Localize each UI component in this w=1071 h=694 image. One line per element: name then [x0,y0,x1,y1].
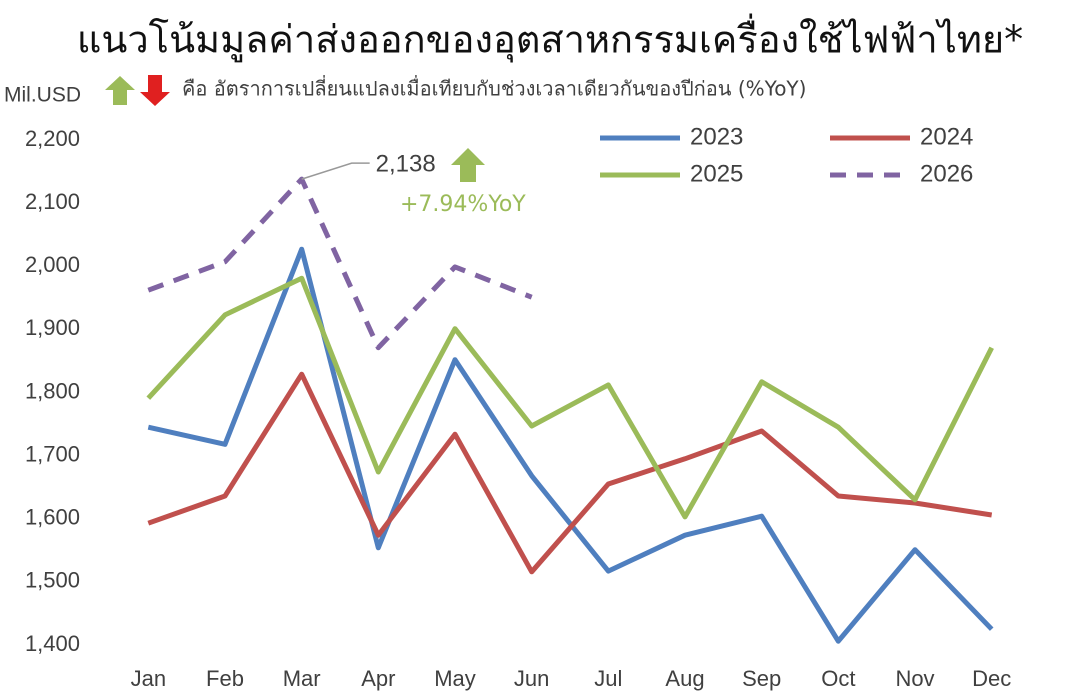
series-line [147,246,994,644]
annotation-leader [301,162,370,180]
x-tick-label: Nov [895,666,934,691]
legend-label: 2026 [920,160,973,187]
y-tick-label: 2,200 [25,126,80,151]
series-line [147,371,993,575]
chart-title: แนวโน้มมูลค่าส่งออกของอุตสาหกรรมเครื่องใ… [77,14,1023,63]
series-line [146,275,994,520]
subtitle: คือ อัตราการเปลี่ยนแปลงเมื่อเทียบกับช่วง… [182,75,806,101]
y-tick-label: 1,800 [25,378,80,403]
annotation-change: +7.94%YoY [400,192,526,217]
down-arrow-icon [140,75,170,106]
x-tick-label: Dec [972,666,1011,691]
y-tick-label: 1,500 [25,568,80,593]
y-tick-label: 2,100 [25,189,80,214]
y-tick-label: 1,700 [25,441,80,466]
y-tick-label: 2,000 [25,252,80,277]
annotation-value: 2,138 [376,150,436,177]
legend-label: 2025 [690,160,743,187]
y-axis-label: Mil.USD [4,84,81,107]
x-tick-label: Mar [283,666,321,691]
x-tick-label: Jun [514,666,549,691]
up-arrow-icon [105,76,135,105]
annotation-up-arrow [451,148,485,182]
x-tick-label: Aug [665,666,704,691]
legend-label: 2024 [920,123,973,150]
x-tick-label: Feb [206,666,244,691]
y-tick-label: 1,400 [25,631,80,656]
x-tick-label: May [434,666,476,691]
x-tick-label: Apr [361,666,395,691]
x-tick-label: Sep [742,666,781,691]
x-tick-label: Jan [131,666,166,691]
x-tick-label: Jul [594,666,622,691]
y-tick-label: 1,900 [25,315,80,340]
series-line [147,176,533,351]
x-tick-label: Oct [821,666,855,691]
legend-label: 2023 [690,123,743,150]
y-tick-label: 1,600 [25,505,80,530]
